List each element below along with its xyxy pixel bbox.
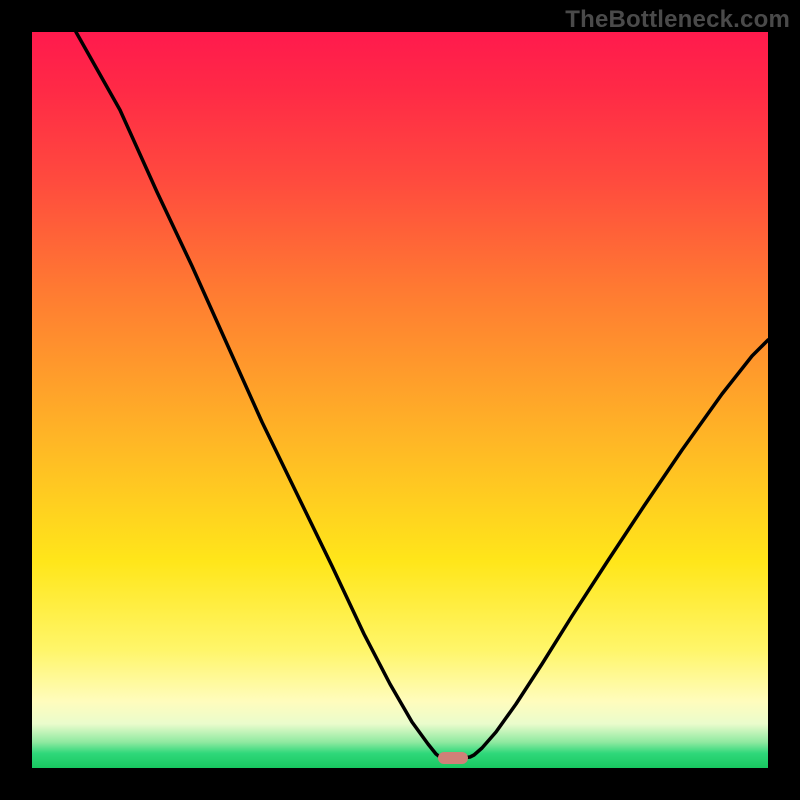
plot-area xyxy=(32,32,768,768)
attribution-watermark: TheBottleneck.com xyxy=(565,6,790,34)
curve-layer xyxy=(32,32,768,768)
chart-frame: TheBottleneck.com xyxy=(0,0,800,800)
minimum-marker xyxy=(438,752,468,764)
bottleneck-curve xyxy=(76,32,768,758)
